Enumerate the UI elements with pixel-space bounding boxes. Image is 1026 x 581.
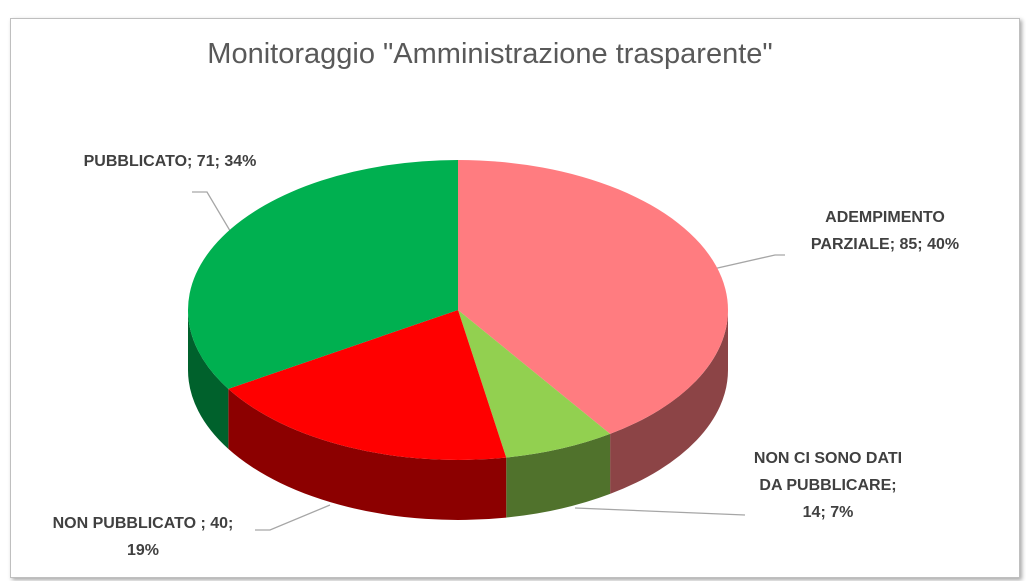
slice xyxy=(187,160,458,389)
slice xyxy=(458,310,611,458)
slice-tops xyxy=(187,160,728,461)
data-label: ADEMPIMENTO PARZIALE; 85; 40% xyxy=(810,209,960,253)
data-label: NON PUBBLICATO ; 40; 19% xyxy=(52,515,234,559)
slice-sides xyxy=(188,310,728,520)
slice-side xyxy=(228,388,507,520)
leader-line xyxy=(699,254,785,273)
slice xyxy=(458,160,728,434)
leader-line xyxy=(255,504,331,531)
slice-side xyxy=(610,310,728,494)
data-label: NON CI SONO DATI DA PUBBLICARE; 14; 7% xyxy=(753,450,903,521)
slice-side xyxy=(506,433,611,518)
slice-side xyxy=(188,310,229,449)
chart-title: Monitoraggio "Amministrazione trasparent… xyxy=(207,38,773,70)
data-label: PUBBLICATO; 71; 34% xyxy=(83,153,257,170)
slice xyxy=(228,310,507,461)
leader-line xyxy=(574,507,746,516)
